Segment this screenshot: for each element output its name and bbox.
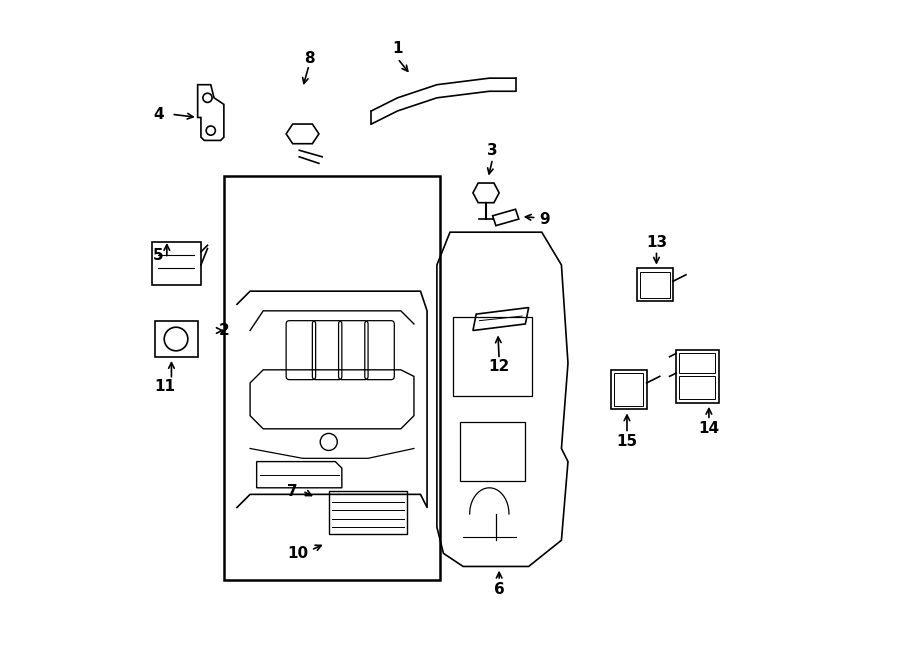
Text: 11: 11 [155, 379, 176, 394]
Bar [224, 176, 440, 580]
Text: 12: 12 [489, 359, 509, 374]
Bar [454, 317, 532, 396]
Bar [328, 491, 408, 533]
Text: 14: 14 [698, 421, 719, 436]
Text: 8: 8 [304, 51, 314, 66]
Text: 5: 5 [153, 248, 164, 262]
Text: 7: 7 [287, 484, 298, 498]
Bar [460, 422, 526, 481]
Text: 13: 13 [646, 235, 667, 249]
Text: 10: 10 [287, 546, 309, 561]
Text: 1: 1 [392, 41, 403, 56]
Text: 6: 6 [494, 582, 505, 597]
Text: 15: 15 [616, 434, 637, 449]
Text: 3: 3 [487, 143, 498, 158]
Text: 9: 9 [540, 212, 551, 227]
Text: 2: 2 [219, 323, 230, 338]
Text: 4: 4 [153, 106, 164, 122]
